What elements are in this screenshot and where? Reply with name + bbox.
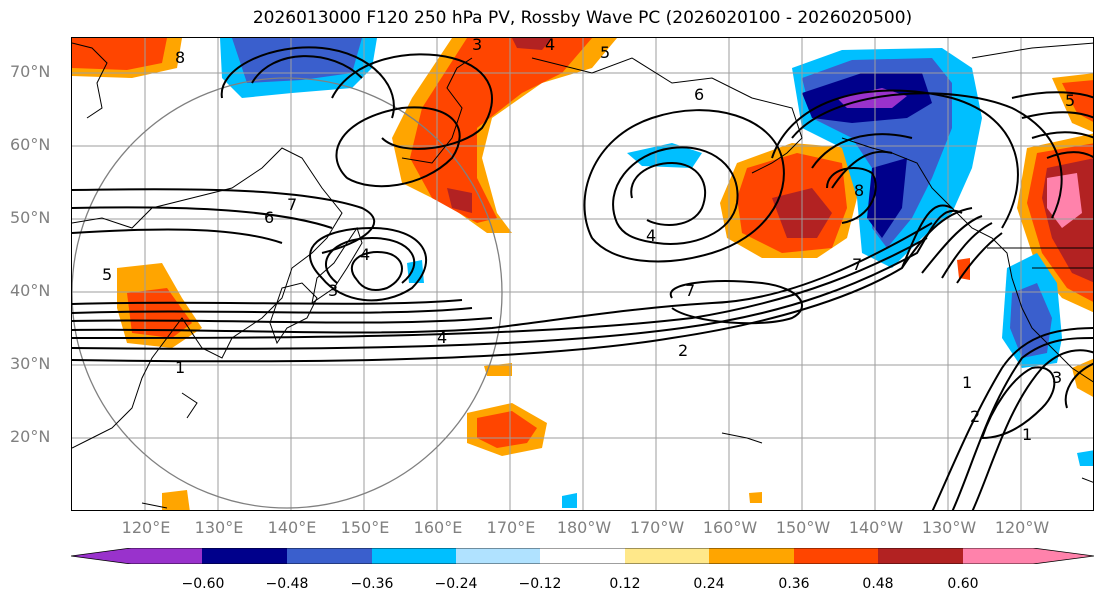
shade-blob <box>162 490 190 510</box>
lon-label-170e: 170°E <box>486 518 536 537</box>
colorbar-cell <box>202 548 287 564</box>
lon-label-130w: 130°W <box>921 518 977 537</box>
colorbar-cell <box>540 548 625 564</box>
contour-label: 2 <box>970 407 980 426</box>
colorbar-tick: −0.48 <box>265 576 309 592</box>
lon-label-120w: 120°W <box>994 518 1050 537</box>
contour-label: 6 <box>264 208 274 227</box>
contour-labels: 8 3 4 5 6 7 6 4 4 3 5 4 1 2 7 8 7 5 1 2 … <box>102 38 1075 444</box>
colorbar-tick: 0.12 <box>609 576 641 592</box>
contour-label: 4 <box>646 226 656 245</box>
shade-blob <box>72 38 167 70</box>
lon-label-150e: 150°E <box>340 518 390 537</box>
contour-label: 8 <box>175 48 185 67</box>
shade-blob <box>447 188 472 213</box>
shade-blob <box>1047 173 1082 228</box>
radius-circle <box>72 77 503 509</box>
shade-blob <box>407 260 424 283</box>
shade-blob <box>477 411 537 448</box>
shade-blob <box>512 38 552 50</box>
lat-label-40: 40°N <box>10 281 51 300</box>
shade-blob <box>410 38 592 223</box>
shade-blob <box>867 158 907 238</box>
graticule <box>72 38 1093 510</box>
contour-label: 7 <box>852 255 862 274</box>
contour-label: 5 <box>102 265 112 284</box>
lat-label-60: 60°N <box>10 135 51 154</box>
shade-blob <box>627 143 702 168</box>
shade-blob <box>484 363 512 376</box>
shade-blob <box>1062 80 1093 122</box>
contour-label: 1 <box>175 358 185 377</box>
shade-blob <box>957 258 970 280</box>
colorbar-cell <box>794 548 878 564</box>
lat-label-50: 50°N <box>10 208 51 227</box>
map-panel: 8 3 4 5 6 7 6 4 4 3 5 4 1 2 7 8 7 5 1 2 … <box>71 37 1094 511</box>
colorbar-cell <box>287 548 372 564</box>
shade-blob <box>127 288 192 338</box>
contour-label: 1 <box>1022 425 1032 444</box>
lon-label-150w: 150°W <box>775 518 831 537</box>
colorbar-cell <box>709 548 794 564</box>
colorbar-tick: 0.48 <box>862 576 894 592</box>
colorbar-tick: −0.60 <box>181 576 225 592</box>
contour-label: 3 <box>472 38 482 54</box>
shade-blob <box>1077 450 1093 466</box>
shade-blob <box>562 493 577 508</box>
pv-contours <box>72 46 1093 510</box>
contour-label: 7 <box>287 195 297 214</box>
lon-label-140w: 140°W <box>848 518 904 537</box>
contour-label: 5 <box>600 43 610 62</box>
colorbar-max-arrow <box>963 548 1094 564</box>
contour-label: 4 <box>437 328 447 347</box>
colorbar-cell <box>878 548 963 564</box>
shade-blob <box>1072 358 1093 397</box>
lat-label-30: 30°N <box>10 354 51 373</box>
lat-label-20: 20°N <box>10 427 51 446</box>
lat-label-70: 70°N <box>10 62 51 81</box>
coastlines <box>72 42 1093 509</box>
colorbar-cell <box>456 548 540 564</box>
colorbar-tick: −0.36 <box>350 576 394 592</box>
colorbar-cell <box>625 548 709 564</box>
colorbar-tick: −0.12 <box>518 576 562 592</box>
colorbar-tick: 0.60 <box>947 576 979 592</box>
contour-label: 3 <box>1052 368 1062 387</box>
contour-label: 4 <box>360 245 370 264</box>
lon-label-140e: 140°E <box>267 518 317 537</box>
shade-blob <box>749 492 762 503</box>
lon-label-160w: 160°W <box>702 518 758 537</box>
map-canvas: 8 3 4 5 6 7 6 4 4 3 5 4 1 2 7 8 7 5 1 2 … <box>72 38 1093 510</box>
contour-label: 3 <box>328 281 338 300</box>
colorbar-cell <box>372 548 456 564</box>
contour-label: 2 <box>678 341 688 360</box>
lon-label-130e: 130°E <box>194 518 244 537</box>
figure-title: 2026013000 F120 250 hPa PV, Rossby Wave … <box>252 8 913 28</box>
contour-label: 8 <box>854 181 864 200</box>
lon-label-180w: 180°W <box>556 518 612 537</box>
contour-label: 7 <box>685 281 695 300</box>
contour-label: 5 <box>1065 91 1075 110</box>
colorbar-tick: 0.24 <box>693 576 725 592</box>
colorbar-tick: 0.36 <box>778 576 810 592</box>
contour-label: 1 <box>962 373 972 392</box>
contour-label: 6 <box>694 85 704 104</box>
colorbar-tick: −0.24 <box>434 576 478 592</box>
lon-label-170w: 170°W <box>629 518 685 537</box>
contour-label: 4 <box>545 38 555 54</box>
lon-label-120e: 120°E <box>121 518 171 537</box>
lon-label-160e: 160°E <box>413 518 463 537</box>
colorbar-min-arrow <box>71 548 202 564</box>
colorbar <box>71 548 1094 564</box>
